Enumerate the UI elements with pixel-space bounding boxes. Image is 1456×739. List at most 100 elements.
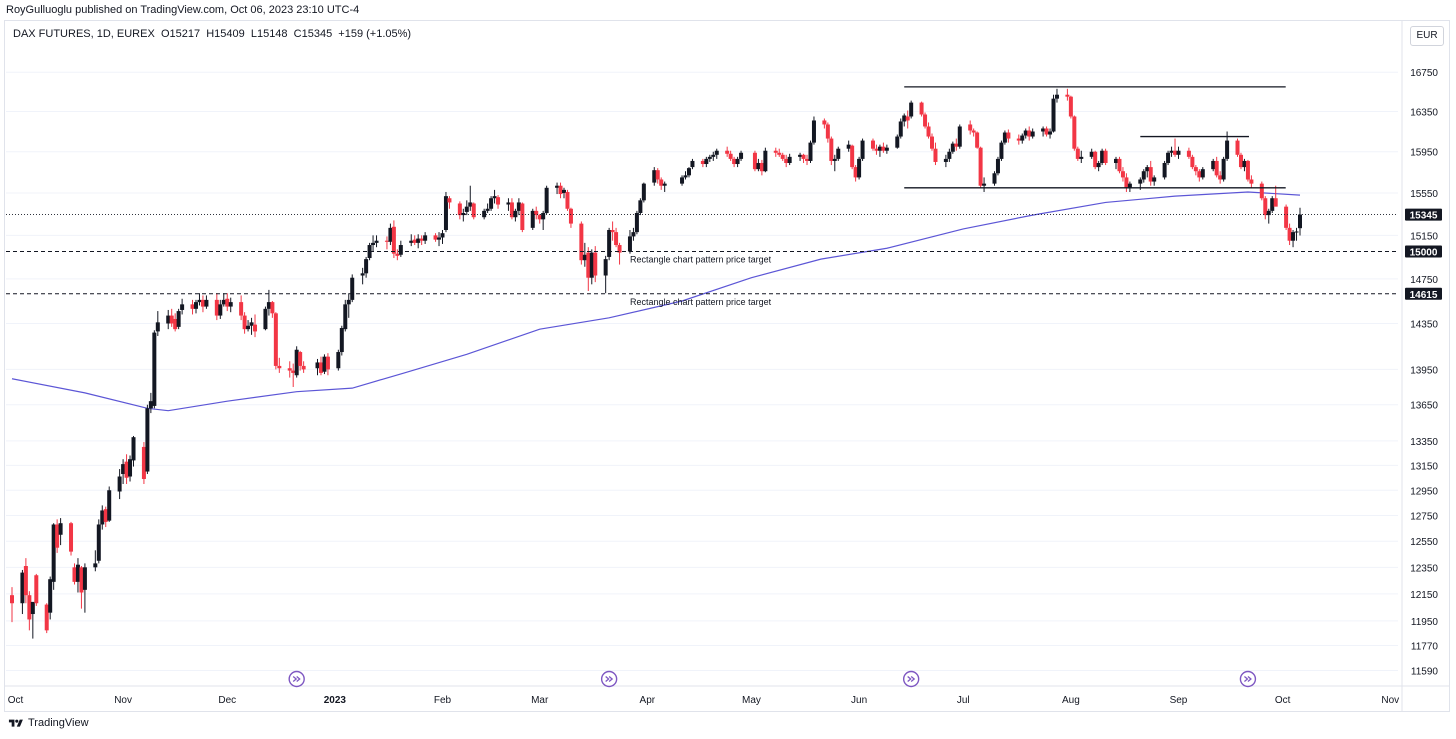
candle-body [1245,160,1250,180]
candle-body [534,210,539,216]
chart-frame [4,20,1450,712]
candle-body [1002,132,1007,143]
x-tick-label: Jun [851,695,867,706]
x-tick-label: Feb [434,695,452,706]
candle-body [732,158,737,165]
candle-body [680,177,685,184]
candle-body [1294,231,1299,233]
candle-body [169,315,174,324]
price-target-annotation: Rectangle chart pattern price target [630,255,772,265]
candle-body [492,196,497,199]
candle-body [1030,131,1035,137]
candle-body [388,227,393,242]
candle-body [204,299,209,307]
candle-body [982,183,987,186]
candle-body [457,203,462,216]
candle-body [950,143,955,152]
candle-body [1211,160,1216,170]
candle-body [433,235,438,240]
candle-body [10,595,14,604]
event-arrow-icon[interactable] [1239,670,1257,688]
candle-body [325,356,330,370]
candle-body [30,601,35,615]
candle-body [131,437,136,461]
candle-body [634,212,639,233]
candle-body [51,524,56,582]
candle-body [398,245,403,255]
candle-body [829,138,834,161]
candle-body [107,490,112,521]
candle-body [395,253,400,256]
candle-body [218,304,223,316]
candle-body [850,145,855,168]
candle-body [582,254,587,261]
price-target-label: 14615 [1410,290,1438,301]
candle-body [509,202,514,218]
candle-body [447,198,452,203]
symbol-name: DAX FUTURES, 1D, EUREX [13,28,155,40]
candle-body [638,200,643,213]
candle-body [128,459,133,477]
ohlc-values: O15217 H15409 L15148 C15345 +159 (+1.05%… [160,28,412,40]
candle-body [784,158,789,163]
candle-body [909,102,914,117]
candle-body [1266,210,1271,216]
candle-body [246,325,251,330]
candle-body [1152,177,1157,182]
candle-body [468,202,473,207]
candle-body [1016,138,1021,141]
candle-body [943,158,948,162]
candle-body [1169,150,1174,153]
currency-button[interactable]: EUR [1410,26,1444,46]
candle-body [1263,198,1268,216]
candle-body [1173,150,1178,155]
moving-average-line [11,191,1301,412]
candle-body [1020,135,1025,141]
candle-body [166,315,171,324]
candle-body [568,208,573,224]
candle-body [811,120,816,143]
candle-body [82,567,87,590]
candle-body [513,210,518,218]
price-target-label: 15000 [1410,248,1438,259]
candle-body [954,143,959,147]
candle-body [384,240,389,242]
candle-body [971,130,976,133]
candle-body [923,114,928,127]
candle-body [541,212,546,220]
candle-body [1048,131,1053,135]
event-arrow-icon[interactable] [288,670,305,688]
candle-body [877,146,882,151]
candle-body [1044,128,1049,135]
candle-body [346,299,351,305]
y-tick-label: 12950 [1410,486,1438,497]
candle-body [1023,130,1028,136]
candle-body [93,563,98,568]
candle-body [1166,152,1171,163]
candle-body [391,226,396,254]
candle-body [537,215,542,220]
candle-body [437,237,442,240]
candle-body [58,523,63,535]
candle-body [214,299,219,316]
candle-body [690,160,695,168]
candle-body [860,140,865,159]
event-arrow-icon[interactable] [600,670,618,688]
candle-body [555,185,560,188]
candle-body [822,120,827,125]
candle-body [173,318,178,330]
candle-body [1054,94,1059,99]
candle-body [322,356,327,372]
candle-body [836,148,841,159]
candle-body [1124,177,1129,188]
event-arrow-icon[interactable] [902,670,920,688]
candle-body [947,151,952,159]
candle-body [662,183,667,186]
candle-body [1148,167,1153,182]
y-tick-label: 11590 [1411,667,1439,678]
candle-body [562,189,566,194]
candle-body [516,202,521,211]
x-tick-label: Dec [218,695,236,706]
candle-body [301,365,306,370]
